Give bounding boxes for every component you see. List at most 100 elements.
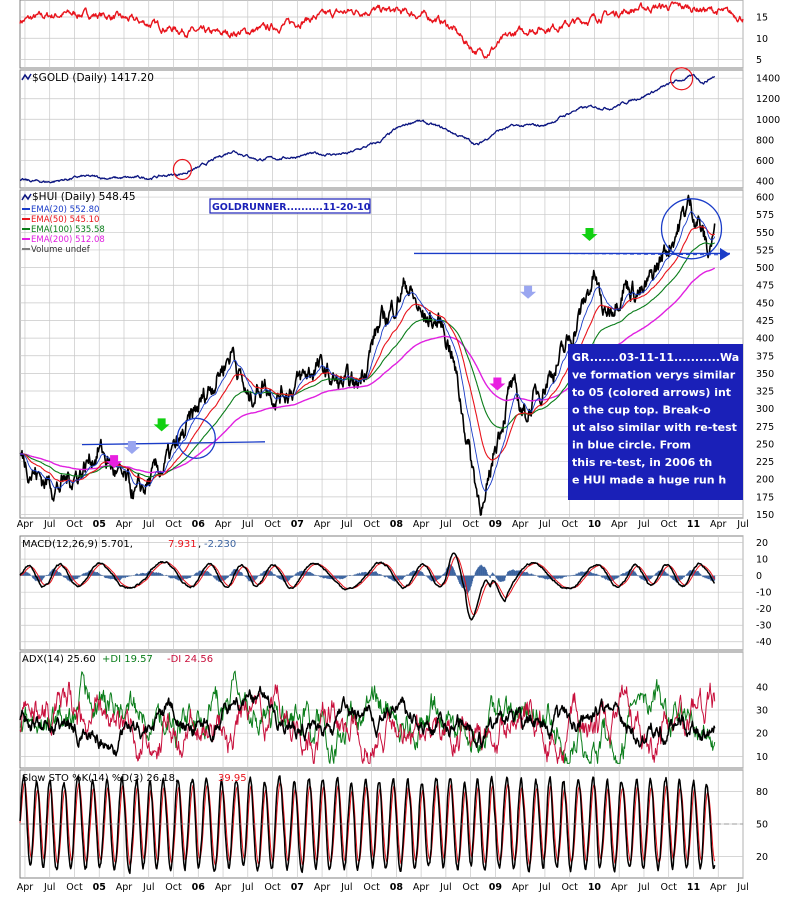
y-tick-label: 425 [756,316,774,327]
minus-di-line [19,681,716,764]
legend-label: EMA(50) 545.10 [31,215,99,225]
x-tick-label: Oct [661,882,678,893]
y-tick-label: -10 [756,588,772,599]
y-tick-label: 375 [756,351,774,362]
goldrunner-box [209,198,371,214]
y-tick-label: 275 [756,422,774,433]
resistance-line-2005 [81,441,266,446]
lilac-arrow-2009 [520,285,537,299]
x-tick-label: Oct [264,882,281,893]
y-tick-label: 40 [756,682,768,693]
x-tick-label: Jul [736,519,748,530]
x-tick-label: Jul [142,882,154,893]
hui-panel-title: $HUI (Daily) 548.45 [32,191,136,203]
x-tick-label: 08 [390,882,404,893]
x-tick-label: 10 [588,882,602,893]
legend-label: EMA(100) 535.58 [31,225,105,235]
green-arrow-2005 [153,418,170,432]
x-tick-label: 09 [489,882,502,893]
circle-2005 [176,417,216,459]
x-tick-label: 06 [192,882,206,893]
y-tick-label: -40 [756,637,772,648]
y-tick-label: 20 [756,538,768,549]
x-tick-label: Jul [340,882,352,893]
x-tick-label: Apr [17,519,34,530]
y-tick-label: -20 [756,604,772,615]
x-tick-label: Jul [736,882,748,893]
y-tick-label: 225 [756,457,774,468]
circle-2011 [660,198,723,260]
x-tick-label: Apr [611,519,628,530]
x-tick-label: 07 [291,882,304,893]
y-tick-label: 400 [756,334,774,345]
y-tick-label: 200 [756,475,774,486]
panel-frame [19,535,744,651]
ema20-line [19,211,716,492]
x-tick-label: Oct [462,519,479,530]
x-tick-label: Oct [165,882,182,893]
y-tick-label: 15 [756,13,768,24]
macd-separator: , [198,539,201,550]
macd-title: MACD(12,26,9) 5.701, [22,539,133,550]
commentary-line: ut also similar with re-test [572,421,737,434]
y-tick-label: 500 [756,263,774,274]
y-tick-label: 30 [756,706,768,717]
x-tick-label: Apr [314,882,331,893]
y-tick-label: 150 [756,510,774,521]
y-tick-label: 475 [756,281,774,292]
x-tick-label: Oct [363,519,380,530]
x-tick-label: 06 [192,519,206,530]
x-tick-label: Apr [512,882,529,893]
y-tick-label: 575 [756,210,774,221]
commentary-line: ve formation verys similar [572,369,736,382]
gold-circle-2005 [172,158,193,181]
x-tick-label: Jul [637,882,649,893]
x-tick-label: Apr [314,519,331,530]
x-tick-label: Jul [439,882,451,893]
x-tick-label: Jul [538,519,550,530]
x-tick-label: Oct [561,882,578,893]
chart-annotations [20,67,743,825]
x-tick-label: 11 [687,519,700,530]
legend-label: EMA(20) 552.80 [31,205,99,215]
y-tick-label: 600 [756,193,774,204]
x-tick-label: Apr [710,519,727,530]
x-tick-label: Apr [17,882,34,893]
y-tick-label: 350 [756,369,774,380]
lilac-arrow-2005 [123,440,140,454]
x-tick-label: Oct [165,519,182,530]
y-tick-label: 20 [756,729,768,740]
axis-labels: 1510514001200100080060040060057555052550… [17,13,780,894]
y-tick-label: 400 [756,176,774,187]
legend-label: EMA(200) 512.08 [31,235,105,245]
series-lines [19,1,744,875]
x-tick-label: 10 [588,519,602,530]
y-tick-label: 550 [756,228,774,239]
x-tick-label: Jul [241,519,253,530]
sto-k-line [19,775,716,875]
y-tick-label: 1000 [756,115,780,126]
x-tick-label: 07 [291,519,304,530]
y-tick-label: 10 [756,555,768,566]
commentary-line: o the cup top. Break-o [572,404,711,417]
x-tick-label: Jul [340,519,352,530]
x-tick-label: Oct [363,882,380,893]
gold-panel-title: $GOLD (Daily) 1417.20 [32,72,154,84]
x-tick-label: 05 [93,882,106,893]
x-tick-label: Oct [561,519,578,530]
x-tick-label: Jul [538,882,550,893]
macd-signal-value: 7.931 [168,539,197,550]
commentary-line: in blue circle. From [572,439,695,452]
x-tick-label: Oct [462,882,479,893]
x-tick-label: Jul [439,519,451,530]
top-series-line [19,1,744,59]
x-tick-label: Apr [116,882,133,893]
y-tick-label: -30 [756,621,772,632]
x-tick-label: Apr [512,519,529,530]
x-tick-label: Jul [43,882,55,893]
y-tick-label: 20 [756,852,768,863]
x-tick-label: 09 [489,519,502,530]
gold-circle-2010 [669,67,694,91]
ema100-line [20,242,716,478]
